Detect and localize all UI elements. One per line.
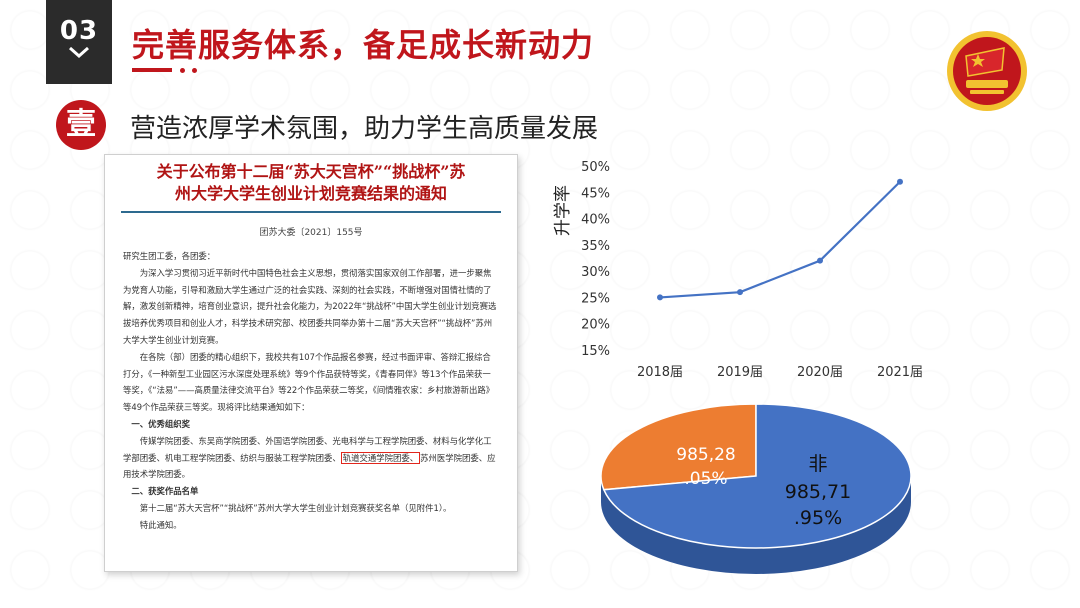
pie-side-wall	[601, 476, 911, 574]
y-tick-label: 35%	[581, 239, 610, 254]
y-tick-label: 40%	[581, 213, 610, 228]
pie-label-985: 985,28	[676, 445, 735, 465]
y-tick-label: 50%	[581, 160, 610, 175]
pie-chart: 985,28 .05% 非 985,71 .95%	[600, 403, 912, 574]
pie-slice-985	[600, 403, 757, 491]
notice-document: 关于公布第十二届“苏大天宫杯”“挑战杯”苏 州大学大学生创业计划竞赛结果的通知 …	[104, 154, 518, 572]
document-paragraph: 第十二届“苏大天宫杯”“挑战杯”苏州大学大学生创业计划竞赛获奖名单（见附件1）。	[139, 502, 452, 513]
decor-dot	[192, 68, 197, 73]
page-title: 完善服务体系，备足成长新动力	[132, 26, 595, 64]
subsection-badge: 壹	[56, 100, 106, 150]
data-point	[817, 257, 823, 264]
y-tick-label: 30%	[581, 265, 610, 280]
subsection-title: 营造浓厚学术氛围，助力学生高质量发展	[130, 114, 599, 144]
title-underline	[132, 68, 172, 72]
document-paragraph: 在各院（部）团委的精心组织下，我校共有107个作品报名参赛，经过书面评审、答辩汇…	[123, 351, 495, 413]
document-list-text: 苏州医学院团委、应用技术学院团委。	[123, 452, 496, 480]
document-rule	[121, 211, 501, 213]
data-point	[657, 294, 663, 301]
chart-series-line	[659, 180, 901, 299]
x-tick-label: 2018届	[637, 365, 683, 380]
document-body: 研究生团工委，各团委： 为深入学习贯彻习近平新时代中国特色社会主义思想，贯彻落实…	[105, 238, 517, 534]
document-closing: 特此通知。	[139, 519, 182, 530]
document-paragraph: 为深入学习贯彻习近平新时代中国特色社会主义思想，贯彻落实国家双创工作部署，进一步…	[123, 267, 497, 345]
document-section-heading: 一、优秀组织奖	[131, 418, 191, 429]
document-title: 关于公布第十二届“苏大天宫杯”“挑战杯”苏 州大学大学生创业计划竞赛结果的通知	[105, 161, 517, 205]
y-tick-label: 15%	[581, 344, 610, 359]
x-tick-label: 2021届	[877, 365, 923, 380]
highlighted-org: 轨道交通学院团委、	[340, 451, 421, 464]
y-tick-label: 20%	[581, 318, 610, 333]
y-tick-label: 25%	[581, 291, 610, 306]
document-section-heading: 二、获奖作品名单	[131, 486, 199, 497]
document-list-text: 传媒学院团委、东吴商学院团委、外国语学院团委、光电科学与工程学院团委、材料与化学…	[123, 435, 492, 463]
data-point	[737, 289, 743, 296]
section-number: 03	[59, 16, 99, 46]
x-tick-label: 2019届	[717, 365, 763, 380]
chevron-down-icon	[46, 42, 112, 63]
decor-dot	[180, 68, 185, 73]
pie-label-985-pct: .05%	[684, 469, 727, 489]
youth-league-emblem-icon	[944, 28, 1030, 114]
pie-label-non985-pct: .95%	[794, 507, 842, 529]
section-number-box: 03	[46, 0, 112, 84]
document-title-line2: 州大学大学生创业计划竞赛结果的通知	[174, 184, 447, 203]
pie-slice-非985	[602, 403, 912, 549]
y-tick-label: 45%	[581, 186, 610, 201]
document-salutation: 研究生团工委，各团委：	[123, 251, 216, 261]
document-title-line1: 关于公布第十二届“苏大天宫杯”“挑战杯”苏	[156, 162, 466, 181]
document-paragraph: 传媒学院团委、东吴商学院团委、外国语学院团委、光电科学与工程学院团委、材料与化学…	[123, 433, 499, 483]
x-tick-label: 2020届	[797, 365, 843, 380]
pie-label-non985: 985,71	[785, 481, 851, 503]
data-point	[897, 178, 903, 185]
pie-label-non985-prefix: 非	[808, 453, 827, 475]
line-chart: 50% 45% 40% 35% 30% 25% 20% 15% 2018届 2019届 2020届…	[581, 160, 923, 380]
document-number: 团苏大委〔2021〕155号	[259, 228, 363, 238]
